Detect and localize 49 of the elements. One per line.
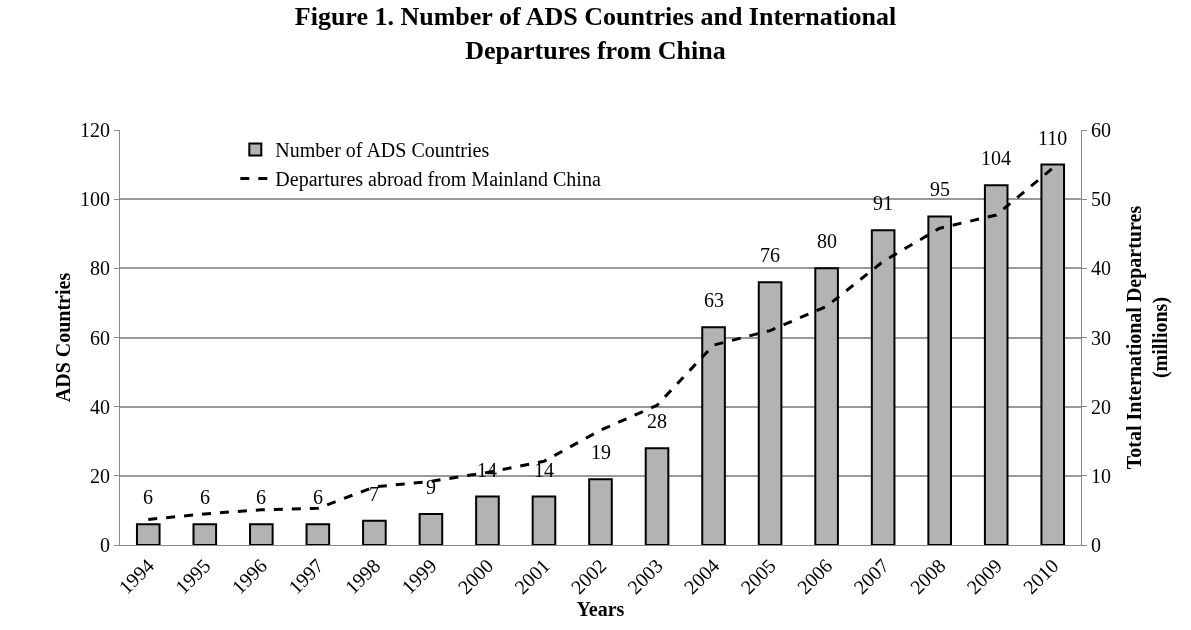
data-label: 6: [256, 486, 266, 508]
x-axis-title: Years: [576, 598, 625, 621]
data-label: 110: [1038, 127, 1068, 149]
y-tick-label: 60: [90, 326, 110, 349]
y2-tick-label: 20: [1091, 395, 1111, 418]
data-label: 91: [873, 192, 893, 214]
y2-axis-title: Total International Departures (millions): [1123, 205, 1172, 470]
bar: [305, 523, 331, 545]
data-label: 14: [534, 459, 554, 481]
y2-tick-label: 40: [1091, 257, 1111, 280]
y2-tick-label: 30: [1091, 326, 1111, 349]
bar: [644, 447, 670, 545]
bar: [588, 478, 613, 545]
x-tick-label: 1998: [340, 554, 385, 599]
data-label: 7: [369, 483, 379, 505]
data-label: 6: [143, 486, 153, 508]
data-label: 28: [647, 410, 667, 432]
y2-tick-label: 60: [1091, 119, 1111, 141]
x-tick-label: 2001: [510, 554, 554, 599]
bar: [362, 519, 387, 545]
bar: [135, 523, 161, 545]
x-tick-label: 1999: [396, 554, 441, 599]
bar: [249, 523, 274, 545]
y-tick-label: 80: [90, 257, 110, 280]
y-tick-label: 120: [80, 119, 110, 141]
y2-tick-label: 50: [1091, 188, 1111, 211]
bar: [531, 495, 557, 545]
y-axis-title: ADS Countries: [52, 272, 74, 403]
data-label: 19: [591, 441, 611, 463]
bar: [475, 495, 500, 545]
y-tick-label: 0: [100, 534, 110, 556]
data-label: 14: [477, 459, 497, 481]
bar: [418, 512, 444, 545]
data-label: 6: [200, 486, 210, 508]
data-label: 76: [760, 244, 780, 266]
y-tick-label: 20: [90, 464, 110, 487]
legend-label: Number of ADS Countries: [275, 139, 490, 162]
y2-tick-label: 0: [1091, 534, 1101, 556]
y-tick-label: 100: [80, 188, 110, 211]
data-label: 80: [817, 230, 837, 252]
bar: [192, 523, 218, 545]
y2-tick-label: 10: [1091, 464, 1111, 487]
data-label: 95: [930, 178, 950, 200]
chart-title: Figure 1. Number of ADS Countries and International Departures from China: [294, 2, 897, 65]
data-label: 6: [313, 486, 323, 508]
data-label: 63: [704, 289, 724, 311]
data-label: 104: [981, 147, 1011, 169]
y-tick-label: 40: [90, 395, 110, 418]
legend-label: Departures abroad from Mainland China: [275, 168, 601, 192]
